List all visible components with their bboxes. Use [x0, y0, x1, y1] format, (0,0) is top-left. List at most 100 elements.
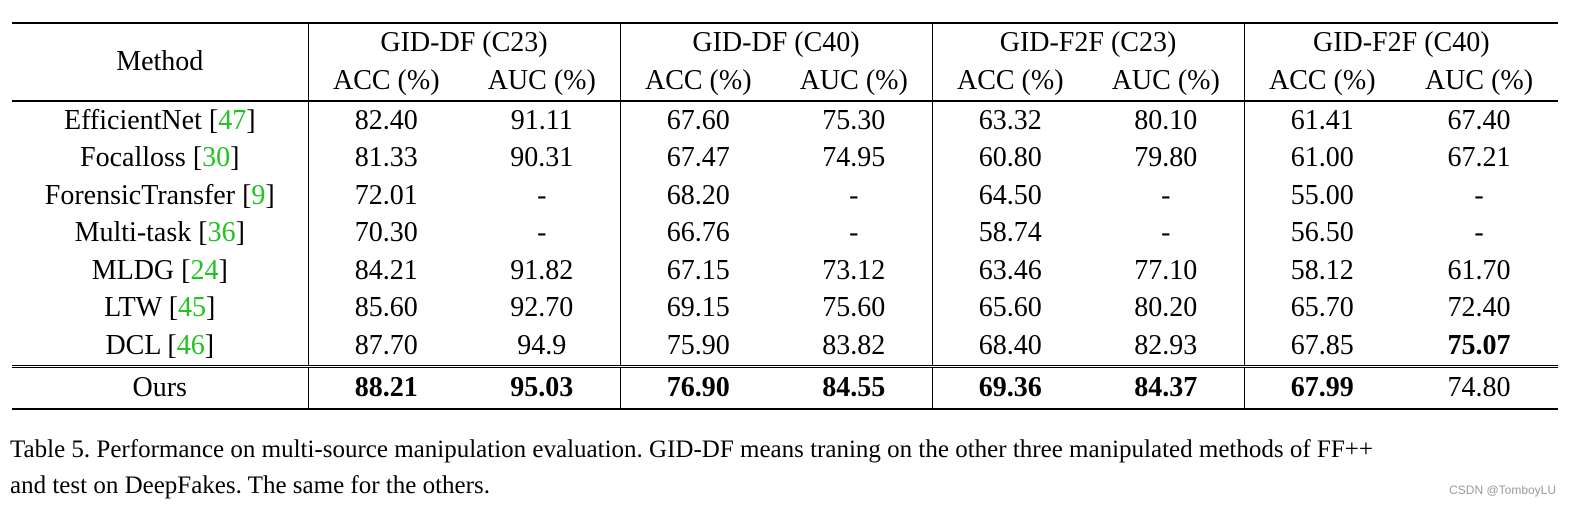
table-row: MLDG [24] 84.21 91.82 67.15 73.12 63.46 77.10 5… [12, 252, 1558, 290]
value-cell: 67.15 [666, 254, 730, 286]
value-cell: 69.36 [932, 364, 1088, 410]
value-cell: 82.93 [1088, 327, 1245, 366]
value-cell: 76.90 [620, 364, 776, 410]
value-cell: 84.21 [354, 254, 418, 286]
group-header-gid-df-c23: GID-DF (C23) [308, 22, 621, 62]
citation-link[interactable]: 24 [190, 254, 219, 286]
table-row: ForensicTransfer [9] 72.01 - 68.20 - 64.50 - 55… [12, 177, 1558, 215]
value-cell: 58.74 [978, 217, 1042, 249]
value-cell: 74.80 [1400, 364, 1558, 410]
value-cell: 81.33 [354, 142, 418, 174]
value-cell: 84.55 [776, 364, 933, 410]
value-cell: - [464, 214, 621, 252]
method-cell: LTW [45] [12, 289, 309, 327]
citation-link[interactable]: 9 [251, 179, 266, 211]
group-header-gid-df-c40: GID-DF (C40) [620, 22, 933, 62]
value-cell: 75.90 [666, 329, 730, 361]
citation-link[interactable]: 45 [178, 292, 207, 324]
value-cell: 91.82 [464, 252, 621, 290]
citation-link[interactable]: 36 [207, 217, 236, 249]
method-name: LTW [104, 292, 162, 324]
value-cell: 65.70 [1290, 292, 1354, 324]
value-cell: 92.70 [464, 289, 621, 327]
value-cell: 55.00 [1290, 179, 1354, 211]
value-cell: - [1474, 217, 1484, 249]
value-cell: - [1088, 177, 1245, 215]
value-cell: 61.70 [1447, 254, 1511, 286]
citation-link[interactable]: 46 [176, 329, 205, 361]
value-cell: 68.40 [978, 329, 1042, 361]
table-body: EfficientNet [47] 82.40 91.11 67.60 75.30 63.… [12, 101, 1558, 410]
value-cell: - [776, 214, 933, 252]
value-cell: 95.03 [464, 364, 621, 410]
method-name: Ours [132, 371, 187, 403]
value-cell: 83.82 [776, 327, 933, 366]
value-cell: 80.20 [1088, 289, 1245, 327]
value-cell: 67.60 [666, 104, 730, 136]
method-name: EfficientNet [63, 104, 202, 136]
table-row: Focalloss [30] 81.33 90.31 67.47 74.95 60.80 7… [12, 139, 1558, 177]
table-row: Ours 88.21 95.03 76.90 84.55 69.36 84.37 67.99 7… [12, 364, 1558, 410]
value-cell: 67.40 [1447, 104, 1511, 136]
method-cell: Multi-task [36] [12, 214, 309, 252]
method-header: Method [12, 22, 309, 102]
value-cell: 58.12 [1290, 254, 1354, 286]
caption-line-1: Table 5. Performance on multi-source man… [10, 436, 1373, 463]
value-cell: - [1088, 214, 1245, 252]
table-row: LTW [45] 85.60 92.70 69.15 75.60 65.60 80.20 65… [12, 289, 1558, 327]
sub-header: AUC (%) [1400, 62, 1558, 102]
sub-header: ACC (%) [932, 62, 1088, 102]
value-cell: 63.46 [978, 254, 1042, 286]
value-cell: 68.20 [666, 179, 730, 211]
value-cell: 67.47 [666, 142, 730, 174]
value-cell: 87.70 [354, 329, 418, 361]
value-cell: 72.40 [1447, 292, 1511, 324]
table-row: DCL [46] 87.70 94.9 75.90 83.82 68.40 82.93 67.… [12, 327, 1558, 366]
table-row: Multi-task [36] 70.30 - 66.76 - 58.74 - 56.50 - [12, 214, 1558, 252]
method-cell: Focalloss [30] [12, 139, 309, 177]
value-cell: 80.10 [1088, 101, 1245, 140]
value-cell: 79.80 [1088, 139, 1245, 177]
sub-header: AUC (%) [1088, 62, 1245, 102]
method-cell: Ours [12, 364, 309, 410]
table-caption: Table 5. Performance on multi-source man… [10, 432, 1580, 504]
value-cell: 88.21 [308, 364, 464, 410]
citation-link[interactable]: 47 [218, 104, 247, 136]
method-name: Focalloss [80, 142, 186, 174]
value-cell: 85.60 [354, 292, 418, 324]
value-cell: 61.41 [1290, 104, 1354, 136]
value-cell: 67.85 [1290, 329, 1354, 361]
value-cell: 94.9 [464, 327, 621, 366]
sub-header: AUC (%) [776, 62, 933, 102]
results-table: Method GID-DF (C23) GID-DF (C40) GID-F2F… [12, 22, 1558, 410]
group-header-gid-f2f-c23: GID-F2F (C23) [932, 22, 1245, 62]
value-cell: - [1474, 179, 1484, 211]
method-name: Multi-task [74, 217, 192, 249]
value-cell: 91.11 [464, 101, 621, 140]
method-name: DCL [105, 329, 161, 361]
method-cell: DCL [46] [12, 327, 309, 366]
value-cell: - [776, 177, 933, 215]
value-cell: 67.99 [1244, 364, 1400, 410]
value-cell: 77.10 [1088, 252, 1245, 290]
value-cell: 61.00 [1290, 142, 1354, 174]
citation-link[interactable]: 30 [202, 142, 231, 174]
value-cell: 75.07 [1447, 329, 1511, 361]
sub-header: ACC (%) [308, 62, 464, 102]
value-cell: 64.50 [978, 179, 1042, 211]
value-cell: 67.21 [1447, 142, 1511, 174]
group-header-gid-f2f-c40: GID-F2F (C40) [1244, 22, 1558, 62]
value-cell: 74.95 [776, 139, 933, 177]
method-cell: MLDG [24] [12, 252, 309, 290]
sub-header: AUC (%) [464, 62, 621, 102]
value-cell: 60.80 [978, 142, 1042, 174]
method-cell: EfficientNet [47] [12, 101, 309, 140]
table-row: EfficientNet [47] 82.40 91.11 67.60 75.30 63.… [12, 101, 1558, 140]
value-cell: 70.30 [354, 217, 418, 249]
value-cell: 90.31 [464, 139, 621, 177]
value-cell: 84.37 [1088, 364, 1245, 410]
value-cell: 82.40 [354, 104, 418, 136]
sub-header: ACC (%) [1244, 62, 1400, 102]
value-cell: 75.60 [776, 289, 933, 327]
value-cell: 75.30 [776, 101, 933, 140]
